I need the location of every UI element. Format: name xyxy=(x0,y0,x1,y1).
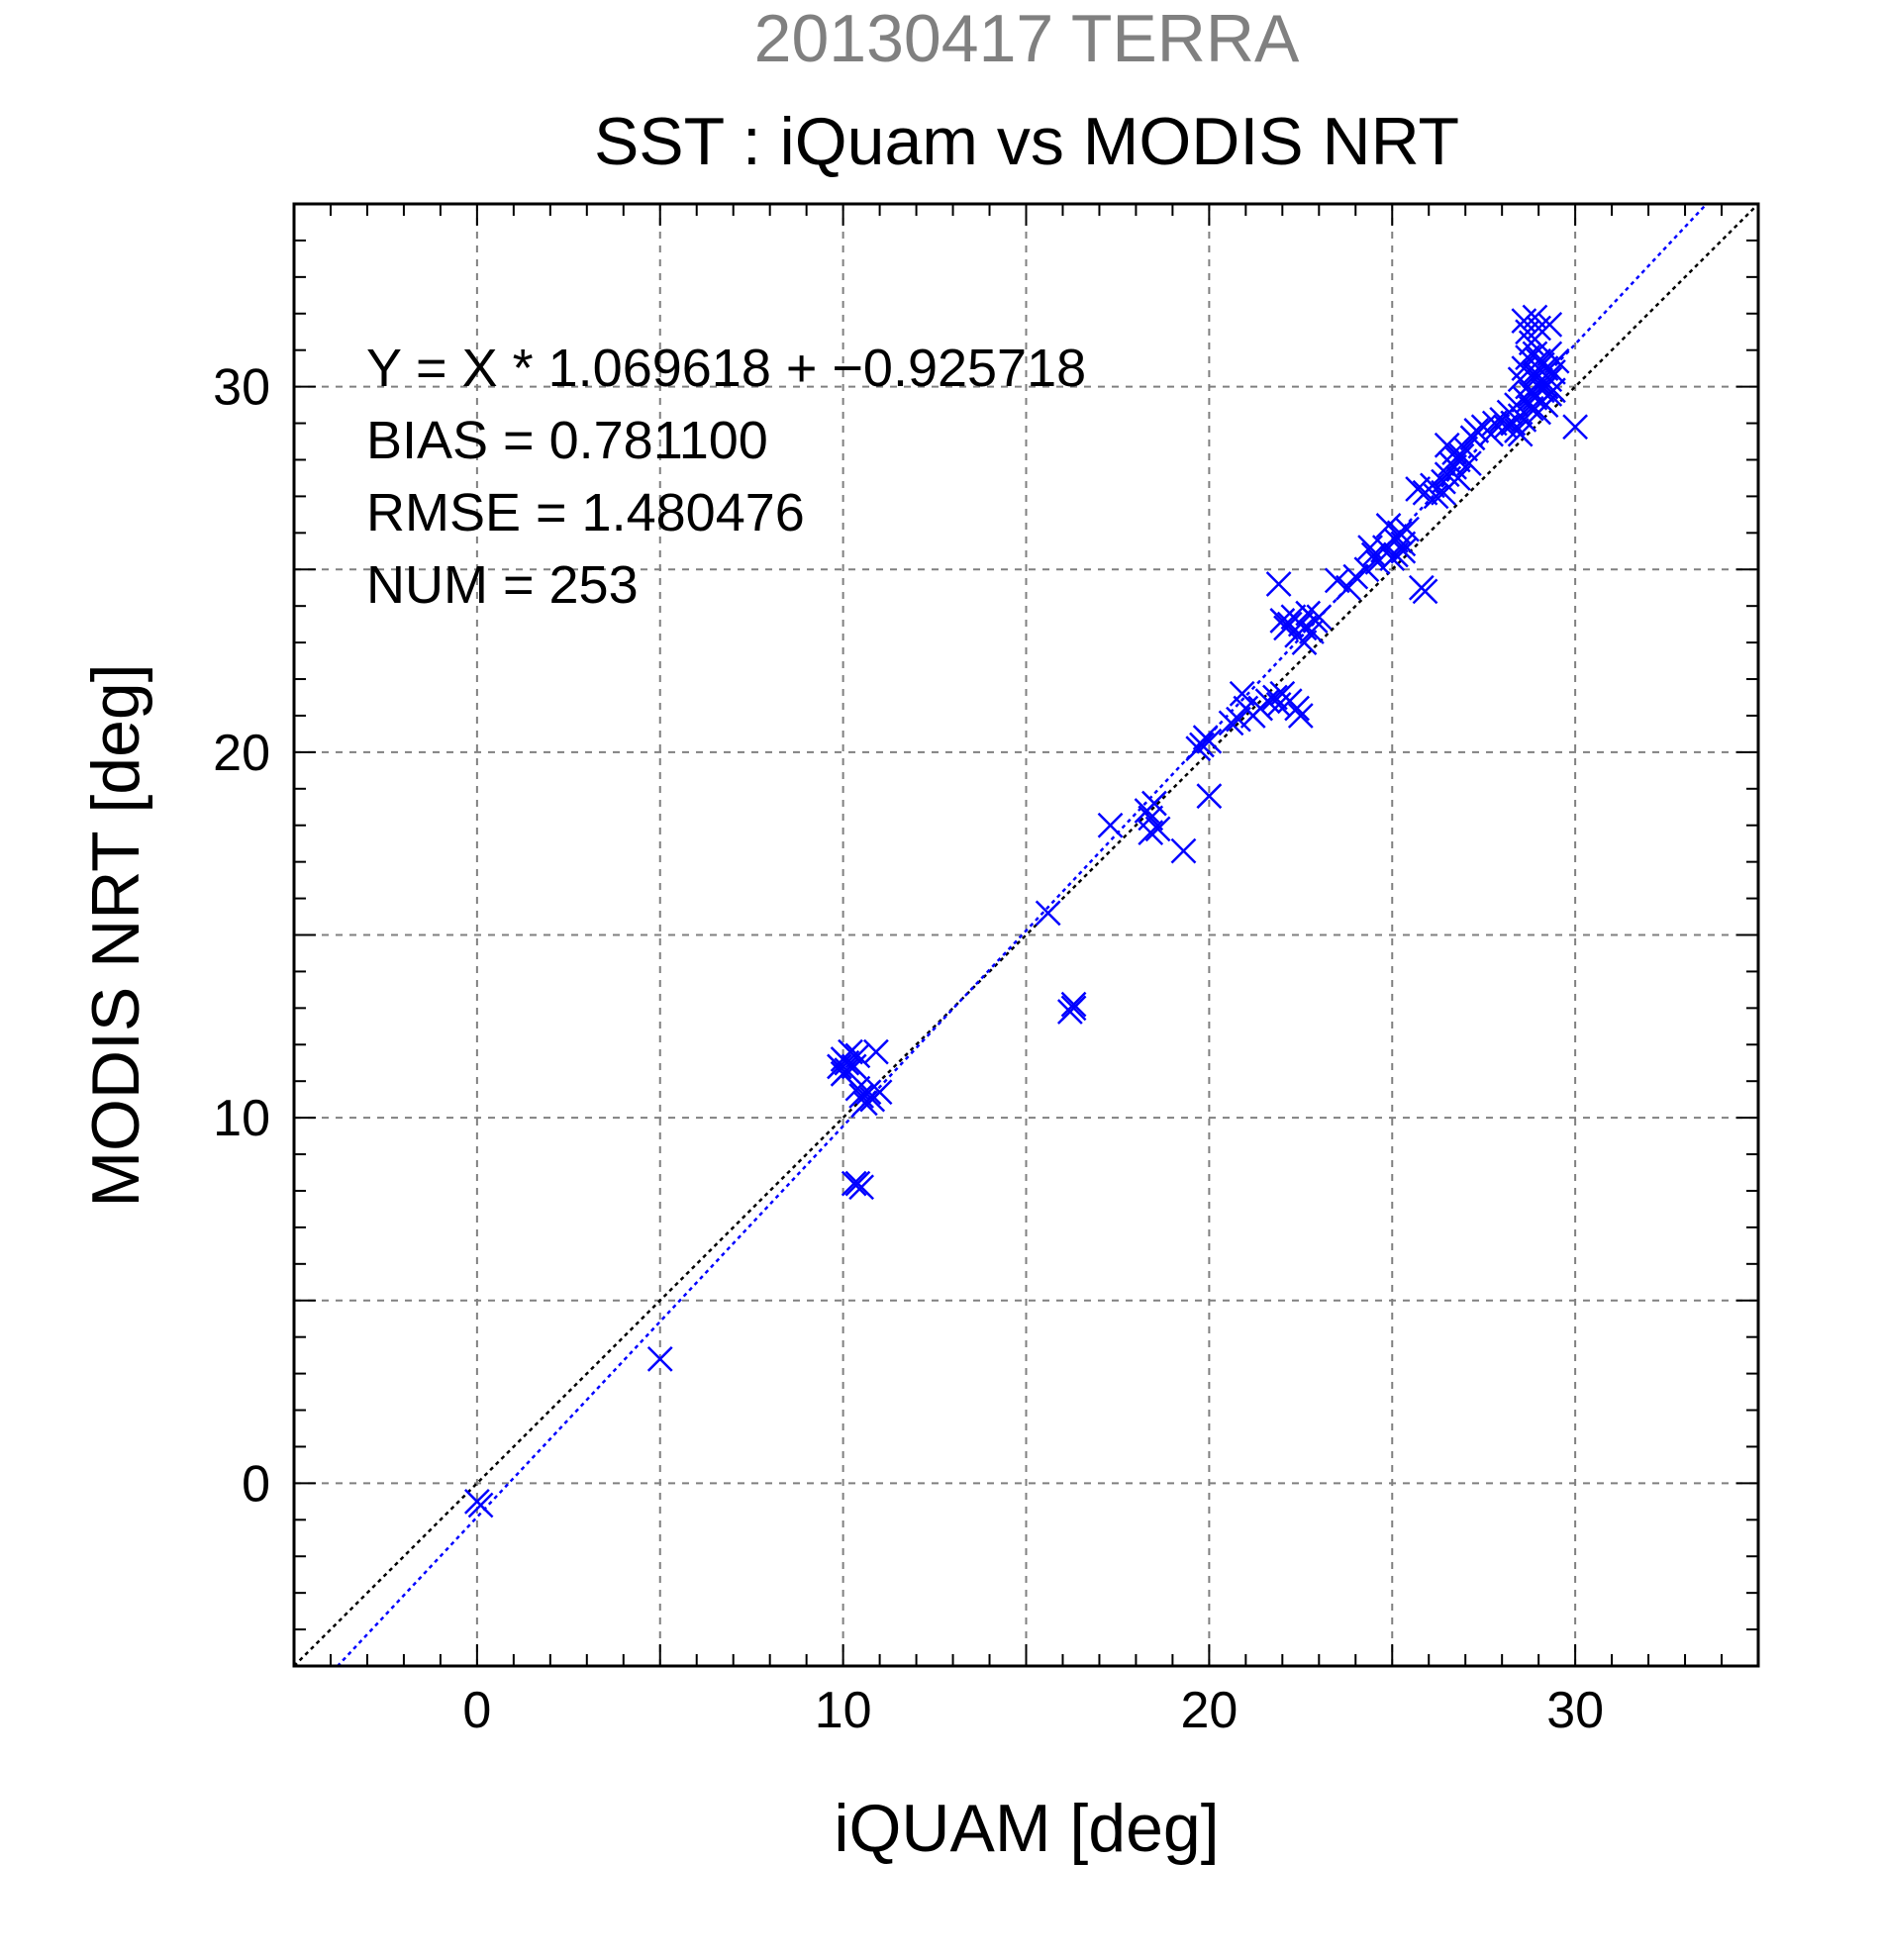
data-point xyxy=(1536,341,1563,367)
data-point xyxy=(1390,538,1417,564)
y-axis-label: MODIS NRT [deg] xyxy=(78,663,153,1207)
data-point xyxy=(1375,513,1402,539)
data-point xyxy=(1500,410,1527,437)
y-tick-label: 20 xyxy=(213,725,270,782)
y-tick-label: 10 xyxy=(213,1090,270,1147)
y-tick-label: 30 xyxy=(213,359,270,417)
x-tick-label: 0 xyxy=(462,1682,491,1739)
data-point xyxy=(1515,388,1540,415)
data-point xyxy=(1141,790,1167,817)
stats-box: Y = X * 1.069618 + −0.925718 BIAS = 0.78… xyxy=(366,339,1086,615)
data-point xyxy=(1383,541,1409,568)
tick-labels: 0 10 20 30 0 10 20 30 xyxy=(213,359,1604,1739)
data-point xyxy=(1507,421,1534,447)
data-point xyxy=(863,1038,889,1065)
data-point xyxy=(1529,351,1555,378)
data-point xyxy=(1353,556,1380,583)
data-point xyxy=(1265,691,1292,718)
data-point xyxy=(1456,450,1482,477)
plot-frame xyxy=(292,202,1760,1668)
x-axis-label: iQUAM [deg] xyxy=(834,1791,1219,1866)
data-point xyxy=(1536,311,1563,338)
data-point xyxy=(1441,440,1467,465)
data-point xyxy=(1463,418,1490,443)
data-point xyxy=(1291,615,1318,641)
data-point xyxy=(1287,703,1314,729)
data-point xyxy=(1226,706,1251,733)
data-point xyxy=(1405,476,1432,502)
data-point xyxy=(1060,991,1087,1018)
data-point xyxy=(1562,414,1589,441)
data-point xyxy=(1431,468,1456,495)
data-point xyxy=(467,1492,494,1519)
data-points xyxy=(463,304,1589,1519)
data-point xyxy=(1170,837,1197,864)
data-point xyxy=(1144,816,1171,842)
stats-equation: Y = X * 1.069618 + −0.925718 xyxy=(366,339,1086,398)
data-point xyxy=(646,1345,673,1372)
data-point xyxy=(1035,900,1061,927)
data-point xyxy=(848,1174,874,1201)
data-point xyxy=(1431,479,1456,506)
data-point xyxy=(1138,805,1164,832)
chart-title: SST : iQuam vs MODIS NRT xyxy=(594,104,1459,179)
data-point xyxy=(1390,531,1417,557)
x-tick-label: 20 xyxy=(1180,1682,1238,1739)
stats-bias: BIAS = 0.781100 xyxy=(366,411,768,470)
x-tick-label: 30 xyxy=(1546,1682,1604,1739)
data-point xyxy=(1196,783,1223,810)
data-point xyxy=(1276,611,1303,637)
y-tick-label: 0 xyxy=(242,1455,270,1513)
data-point xyxy=(841,1170,867,1197)
stats-num: NUM = 253 xyxy=(366,555,639,615)
data-point xyxy=(1423,483,1449,510)
data-point xyxy=(1522,384,1548,411)
data-point xyxy=(1265,571,1292,597)
x-tick-label: 10 xyxy=(815,1682,872,1739)
chart-subtitle: 20130417 TERRA xyxy=(754,1,1300,76)
data-point xyxy=(1364,548,1391,575)
data-point xyxy=(1056,999,1083,1025)
data-point xyxy=(1262,684,1288,711)
data-point xyxy=(1306,604,1333,631)
data-point xyxy=(1412,578,1438,605)
data-point xyxy=(1196,728,1223,754)
data-point xyxy=(1357,535,1383,560)
data-point xyxy=(1540,377,1566,404)
data-point xyxy=(1185,735,1212,762)
data-point xyxy=(851,1090,878,1117)
data-point xyxy=(1097,812,1124,838)
data-point xyxy=(866,1079,893,1106)
axis-ticks xyxy=(293,203,1759,1667)
data-point xyxy=(1229,680,1255,707)
stats-rmse: RMSE = 1.480476 xyxy=(366,483,805,542)
data-point xyxy=(1342,563,1369,590)
data-point xyxy=(1515,344,1540,370)
